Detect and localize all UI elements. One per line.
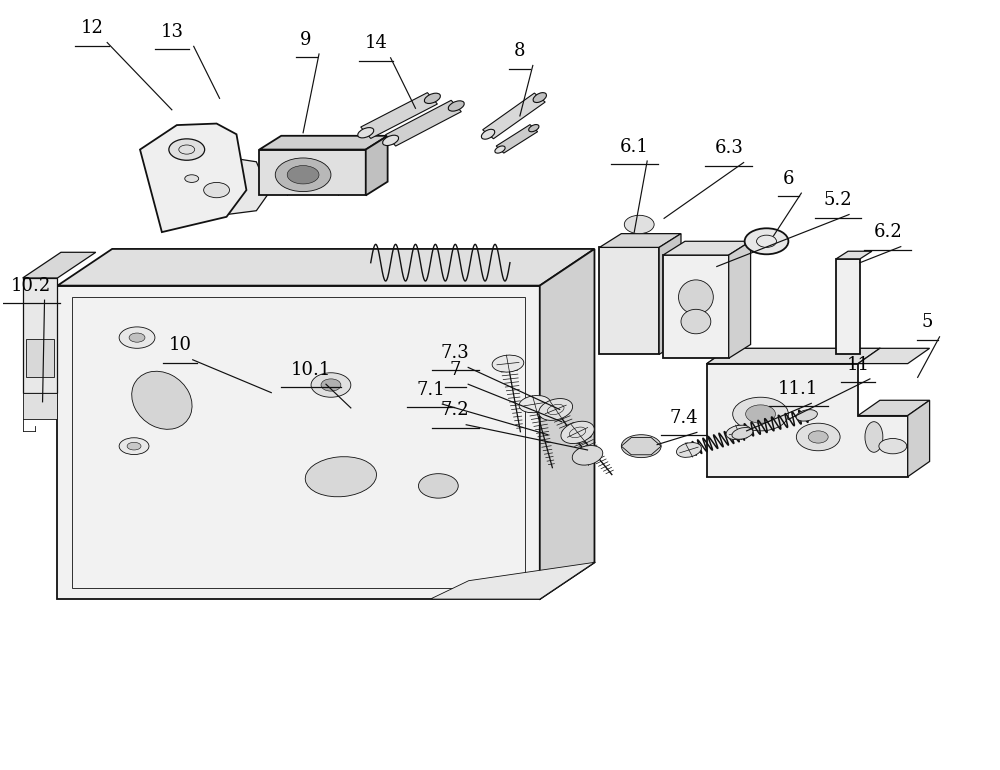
Ellipse shape xyxy=(305,457,377,497)
Polygon shape xyxy=(23,253,96,278)
Ellipse shape xyxy=(448,101,464,111)
Ellipse shape xyxy=(533,92,546,102)
Ellipse shape xyxy=(418,474,458,498)
Ellipse shape xyxy=(796,424,840,450)
Polygon shape xyxy=(23,393,57,420)
Text: 7.2: 7.2 xyxy=(441,401,470,420)
Polygon shape xyxy=(707,348,880,363)
Ellipse shape xyxy=(796,410,817,421)
Ellipse shape xyxy=(726,425,751,440)
Ellipse shape xyxy=(808,431,828,443)
Ellipse shape xyxy=(127,442,141,450)
Ellipse shape xyxy=(311,373,351,397)
Ellipse shape xyxy=(679,280,713,314)
Ellipse shape xyxy=(358,128,374,138)
Ellipse shape xyxy=(492,355,524,372)
Ellipse shape xyxy=(119,438,149,454)
Text: 13: 13 xyxy=(160,23,183,41)
Ellipse shape xyxy=(746,405,775,424)
Text: 11.1: 11.1 xyxy=(778,380,819,398)
Polygon shape xyxy=(57,249,594,286)
Polygon shape xyxy=(663,255,729,358)
Polygon shape xyxy=(366,136,388,196)
Ellipse shape xyxy=(185,175,199,182)
Text: 8: 8 xyxy=(514,42,526,60)
Polygon shape xyxy=(386,100,461,146)
Ellipse shape xyxy=(733,397,788,431)
Ellipse shape xyxy=(624,216,654,233)
Polygon shape xyxy=(599,247,659,354)
Polygon shape xyxy=(259,136,388,149)
Polygon shape xyxy=(836,251,872,259)
Ellipse shape xyxy=(681,310,711,333)
Ellipse shape xyxy=(621,435,661,457)
Ellipse shape xyxy=(204,182,230,198)
Ellipse shape xyxy=(572,446,603,465)
Polygon shape xyxy=(23,278,57,393)
Text: 12: 12 xyxy=(81,19,104,37)
Polygon shape xyxy=(707,363,908,477)
Text: 6.2: 6.2 xyxy=(873,223,902,241)
Polygon shape xyxy=(540,249,594,599)
Polygon shape xyxy=(187,156,269,219)
Text: 10.2: 10.2 xyxy=(10,276,51,295)
Polygon shape xyxy=(259,149,366,196)
Text: 6: 6 xyxy=(783,169,794,188)
Ellipse shape xyxy=(321,379,341,391)
Polygon shape xyxy=(858,400,930,416)
Ellipse shape xyxy=(119,327,155,348)
Text: 6.1: 6.1 xyxy=(620,138,649,156)
Text: 6.3: 6.3 xyxy=(714,139,743,157)
Ellipse shape xyxy=(495,146,505,153)
Polygon shape xyxy=(140,123,246,232)
Ellipse shape xyxy=(383,136,399,146)
Ellipse shape xyxy=(132,371,192,430)
Ellipse shape xyxy=(129,333,145,342)
Polygon shape xyxy=(663,241,751,255)
Polygon shape xyxy=(361,92,437,139)
Text: 14: 14 xyxy=(364,35,387,52)
Ellipse shape xyxy=(745,228,788,254)
Ellipse shape xyxy=(561,421,594,444)
Polygon shape xyxy=(836,259,860,354)
Ellipse shape xyxy=(519,396,551,413)
Text: 10.1: 10.1 xyxy=(291,361,331,379)
Ellipse shape xyxy=(275,158,331,192)
Text: 5: 5 xyxy=(922,313,933,332)
Text: 11: 11 xyxy=(846,356,870,373)
Polygon shape xyxy=(659,233,681,354)
Ellipse shape xyxy=(539,399,573,420)
Polygon shape xyxy=(599,233,681,247)
Text: 9: 9 xyxy=(300,31,312,49)
Polygon shape xyxy=(908,400,930,477)
Ellipse shape xyxy=(879,438,907,454)
Ellipse shape xyxy=(169,139,205,160)
Ellipse shape xyxy=(732,427,753,439)
Text: 7.3: 7.3 xyxy=(441,344,470,362)
Text: 5.2: 5.2 xyxy=(824,191,852,209)
Text: 7: 7 xyxy=(450,361,461,379)
Polygon shape xyxy=(729,241,751,358)
Polygon shape xyxy=(496,125,538,153)
Ellipse shape xyxy=(287,166,319,184)
Ellipse shape xyxy=(424,93,440,103)
Polygon shape xyxy=(621,437,661,455)
Text: 7.4: 7.4 xyxy=(670,409,698,427)
Polygon shape xyxy=(858,348,930,363)
Ellipse shape xyxy=(481,129,495,139)
Polygon shape xyxy=(57,286,540,599)
Ellipse shape xyxy=(529,125,539,132)
Ellipse shape xyxy=(865,422,883,452)
Text: 7.1: 7.1 xyxy=(416,380,445,399)
Ellipse shape xyxy=(676,443,701,457)
Polygon shape xyxy=(483,93,545,139)
Text: 10: 10 xyxy=(168,336,191,354)
Polygon shape xyxy=(430,562,594,599)
Polygon shape xyxy=(26,339,54,377)
